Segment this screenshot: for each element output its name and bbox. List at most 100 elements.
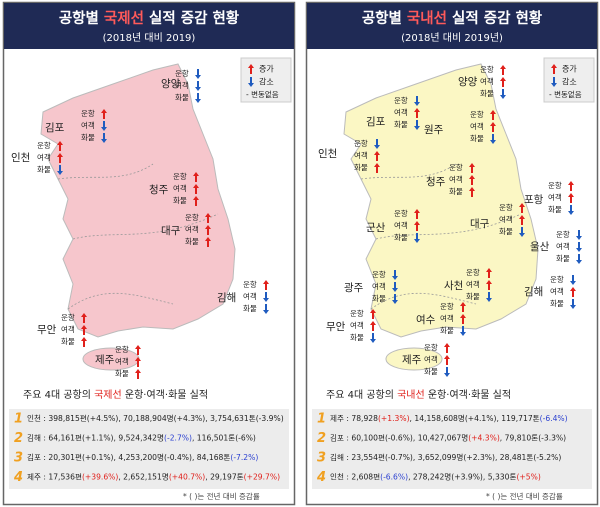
trend-arrow [576,230,582,240]
trend-arrow [81,325,87,335]
trend-arrow [500,77,506,87]
row-amount: , 10,427,067명 [413,433,468,443]
metric-label: 여객 [175,80,189,90]
metric-label: 화물 [350,333,364,342]
row-change: (+39.6%) [82,473,118,482]
row-change: (+29.7%) [244,473,280,482]
table-row: 인천 : 398,815편(+4.5%), 70,188,904명(+4.3%)… [27,413,284,423]
title-highlight: 국제선 [104,10,144,27]
metric-label: 화물 [550,299,564,308]
trend-arrow [469,187,475,197]
trend-arrow [205,213,211,223]
province-lines [57,163,219,310]
legend-label: 증가 [259,65,274,74]
airport-name: 제주 [95,354,115,366]
metric-label: 운항 [550,275,564,284]
metric-label: 운항 [173,172,187,181]
trend-arrow [486,292,492,302]
metric-label: 화물 [243,304,257,313]
metric-label: 운항 [394,209,408,218]
trend-arrow [576,254,582,264]
metric-label: 운항 [556,230,570,239]
metric-label: 화물 [440,326,454,335]
trend-arrow [81,337,87,347]
metric-label: 여객 [550,286,564,296]
row-change: (-0.6%) [385,434,413,443]
rank: 2 [317,431,326,446]
row-change: (-6.4%) [540,414,568,423]
trend-arrow [195,93,201,103]
airport-name: 양양 [161,78,181,90]
trend-arrow [414,120,420,130]
row-amount: , 9,524,342명 [114,433,164,443]
trend-arrow [460,326,466,336]
title-text: 실적 증감 현황 [149,9,240,27]
airport-name: 대구 [161,225,181,237]
trend-arrow [570,299,576,309]
row-change: (-5.2%) [533,453,561,462]
title: 공항별 국내선 실적 증감 현황 [362,9,543,27]
metric-label: 여객 [499,214,513,224]
airport-name: 인천 [11,152,30,164]
title-bar [4,3,294,49]
metric-label: 화물 [81,133,95,142]
rank: 3 [14,451,23,466]
row-amount: 2,608편 [351,472,380,482]
airport-name: 사천 [444,280,463,292]
metric-label: 화물 [354,163,368,172]
row-change: (-7.2%) [230,453,258,462]
trend-arrow [570,275,576,285]
trend-arrow [551,77,557,87]
airport-name: 청주 [426,176,446,188]
row-airport: 인천 : [27,413,46,423]
trend-arrow [414,209,420,219]
airport-name: 포항 [524,194,544,206]
airport-name: 광주 [344,282,364,294]
trend-arrow [101,109,107,119]
row-amount: 20,301편 [48,452,82,462]
trend-arrow [101,133,107,143]
trend-arrow [374,139,380,149]
row-change: (-3.3%) [538,434,566,443]
heading-text: 운항·여객·화물 실적 [125,389,208,401]
metric-label: 화물 [175,93,189,102]
row-airport: 제주 : [330,414,349,423]
trend-arrow [519,215,525,225]
trend-arrow [135,369,141,379]
metric-label: 여객 [372,281,386,291]
airport-name: 양양 [458,76,478,88]
trend-arrow [551,64,557,74]
row-amount: , 3,652,099명 [413,452,463,462]
trend-arrow [469,163,475,173]
trend-arrow [135,345,141,355]
trend-arrow [444,367,450,377]
trend-arrow [444,355,450,365]
table-heading: 주요 4대 공항의 국제선 운항·여객·화물 실적 [23,389,208,401]
row-change: (+0.1%) [82,453,114,462]
trend-arrow [392,282,398,292]
metric-label: 화물 [556,254,570,263]
metric-label: 여객 [37,152,51,162]
row-amount: , 84,168톤 [192,453,230,462]
trend-arrow [57,153,63,163]
table-row: 제주 : 78,928(+1.3%), 14,158,608명(+4.1%), … [330,413,568,423]
rank: 2 [14,431,23,446]
row-change: (+4.1%) [465,414,497,423]
metric-label: 운항 [499,203,513,212]
footnote: * ( )는 전년 대비 증감률 [183,491,260,501]
metric-label: 여객 [243,291,257,301]
metric-label: 여객 [440,313,454,323]
metric-label: 여객 [394,107,408,117]
metric-label: 운항 [81,109,95,118]
